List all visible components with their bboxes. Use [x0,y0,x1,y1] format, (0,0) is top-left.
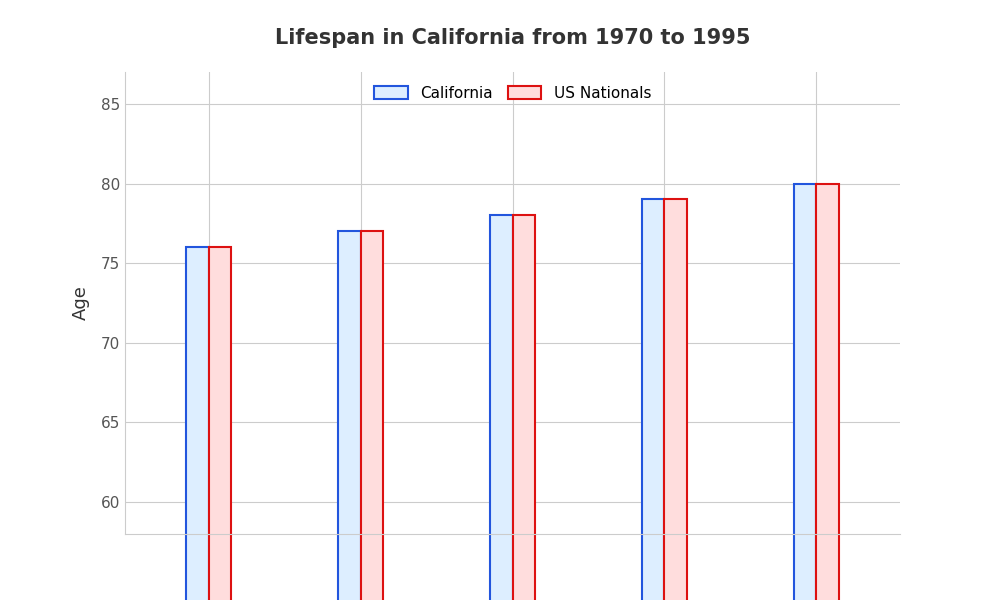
Legend: California, US Nationals: California, US Nationals [368,80,657,107]
Bar [209,247,231,600]
X-axis label: Year: Year [493,565,532,583]
Bar [642,199,664,600]
Bar [186,247,209,600]
Title: Lifespan in California from 1970 to 1995: Lifespan in California from 1970 to 1995 [275,28,750,48]
Bar [490,215,512,600]
Bar [664,199,687,600]
Bar [794,184,816,600]
Bar [361,232,383,600]
Bar [816,184,839,600]
Y-axis label: Age: Age [72,286,90,320]
Bar [338,232,361,600]
Bar [512,215,535,600]
